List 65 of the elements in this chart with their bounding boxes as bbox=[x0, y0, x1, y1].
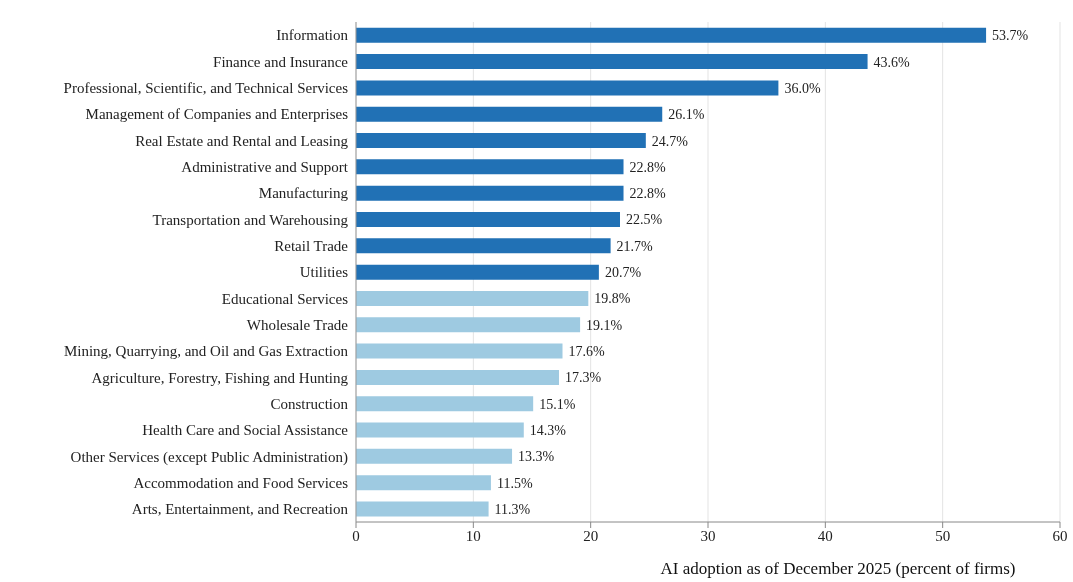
y-tick-label: Real Estate and Rental and Leasing bbox=[135, 132, 349, 149]
x-tick-label: 10 bbox=[465, 527, 481, 544]
data-label: 36.0% bbox=[784, 80, 821, 96]
bar bbox=[356, 422, 524, 438]
data-label: 26.1% bbox=[668, 107, 705, 123]
bar bbox=[356, 106, 663, 122]
bar bbox=[356, 343, 563, 359]
bar bbox=[356, 133, 646, 149]
y-tick-label: Accommodation and Food Services bbox=[133, 474, 349, 491]
x-tick-label: 40 bbox=[817, 527, 833, 544]
data-label: 24.7% bbox=[651, 133, 689, 149]
data-label: 19.8% bbox=[594, 291, 631, 307]
bar bbox=[356, 54, 868, 70]
y-tick-label: Administrative and Support bbox=[181, 159, 349, 176]
data-label: 14.3% bbox=[529, 423, 567, 438]
y-tick-label: Other Services (except Public Administration) bbox=[70, 448, 348, 466]
data-label: 11.5% bbox=[496, 475, 533, 491]
y-tick-label: Professional, Scientific, and Technical Services bbox=[63, 80, 349, 97]
bar bbox=[356, 501, 489, 517]
data-label: 22.8% bbox=[629, 159, 667, 175]
data-label: 22.8% bbox=[629, 186, 667, 202]
x-tick-label: 50 bbox=[935, 527, 951, 544]
y-tick-label: Management of Companies and Enterprises bbox=[85, 106, 349, 123]
data-label: 53.7% bbox=[992, 28, 1029, 44]
data-label: 17.3% bbox=[564, 370, 602, 386]
y-tick-label: Finance and Insurance bbox=[213, 53, 349, 70]
y-tick-label: Retail Trade bbox=[274, 238, 349, 255]
bar bbox=[356, 290, 589, 306]
bar bbox=[356, 238, 611, 254]
y-tick-label: Manufacturing bbox=[258, 185, 349, 202]
x-tick-label: 20 bbox=[583, 527, 599, 544]
bar bbox=[356, 448, 513, 464]
y-tick-label: Wholesale Trade bbox=[246, 316, 349, 333]
bar bbox=[356, 185, 624, 201]
y-tick-label: Utilities bbox=[299, 264, 349, 281]
y-tick-label: Mining, Quarrying, and Oil and Gas Extraction bbox=[63, 343, 349, 360]
x-tick-label: 30 bbox=[700, 527, 716, 544]
y-tick-label: Transportation and Warehousing bbox=[152, 211, 349, 228]
y-tick-label: Arts, Entertainment, and Recreation bbox=[131, 501, 349, 518]
bar bbox=[356, 396, 534, 412]
x-axis-title: AI adoption as of December 2025 (percent of firms) bbox=[660, 559, 1016, 578]
x-tick-label: 60 bbox=[1052, 527, 1068, 544]
data-label: 19.1% bbox=[586, 317, 623, 333]
bar bbox=[356, 264, 599, 280]
data-label: 17.6% bbox=[568, 344, 606, 360]
bar bbox=[356, 369, 559, 385]
y-tick-label: Agriculture, Forestry, Fishing and Hunting bbox=[91, 369, 349, 386]
data-label: 11.3% bbox=[494, 501, 531, 517]
bar bbox=[356, 80, 779, 96]
data-label: 15.1% bbox=[539, 396, 576, 412]
x-tick-label: 0 bbox=[352, 527, 360, 544]
bar bbox=[356, 27, 987, 43]
bar bbox=[356, 317, 581, 333]
bar bbox=[356, 159, 624, 175]
data-label: 13.3% bbox=[518, 449, 555, 465]
y-tick-label: Construction bbox=[270, 395, 349, 412]
bar bbox=[356, 212, 620, 227]
data-label: 21.7% bbox=[616, 238, 654, 254]
data-label: 20.7% bbox=[604, 265, 642, 281]
data-label: 22.5% bbox=[626, 212, 663, 228]
data-label: 43.6% bbox=[873, 54, 911, 70]
y-tick-label: Information bbox=[276, 27, 349, 44]
y-tick-label: Educational Services bbox=[221, 290, 349, 307]
y-tick-label: Health Care and Social Assistance bbox=[142, 422, 349, 439]
bar bbox=[356, 475, 491, 491]
